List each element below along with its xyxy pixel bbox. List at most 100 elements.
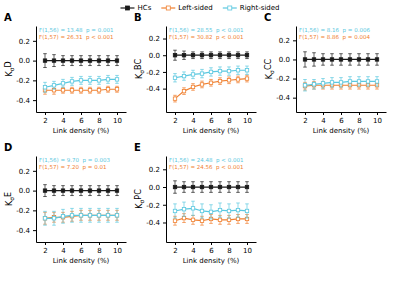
error-bar [43,211,47,225]
x-tick-label: 2 [173,117,177,125]
panel-label: D [4,142,12,153]
error-bar [236,66,240,74]
x-tick: 10 [243,242,252,255]
error-bar [115,75,119,83]
marker [106,88,109,91]
marker [115,214,118,217]
marker [209,54,212,57]
marker [227,209,230,212]
error-bar [321,54,325,65]
marker [106,214,109,217]
label-part: C [264,58,273,64]
error-bar [97,56,101,66]
marker [70,189,73,192]
error-bar [79,208,83,222]
marker [366,58,369,61]
x-axis: 246810 [37,242,127,255]
marker [357,80,360,83]
x-tick: 4 [191,112,196,125]
x-tick-label: 4 [61,247,66,255]
figure: 246810-0.4-0.20.00.2ALink density (%)KσD… [0,0,400,291]
error-bar [200,182,204,193]
legend-marker [125,6,129,10]
error-bar [366,54,370,65]
series [303,52,379,67]
y-tick: -0.2 [16,207,36,215]
marker [106,78,109,81]
marker [375,58,378,61]
marker [79,214,82,217]
x-tick: 4 [321,112,326,125]
marker [61,89,64,92]
marker [173,219,176,222]
error-bar [173,95,177,102]
x-tick: 8 [227,242,231,255]
error-bar [191,182,195,193]
y-tick-mark [163,89,166,90]
error-bar [191,84,195,91]
y-axis: -0.4-0.20.00.2 [16,157,36,243]
x-tick: 2 [43,112,47,125]
marker [218,208,221,211]
marker [236,78,239,81]
annotation: F(1,56) = 24.48 p < 0.001 [169,157,243,164]
error-bar [218,78,222,85]
annotation: F(1,57) = 26.31 p < 0.001 [39,34,113,41]
error-bar [97,76,101,84]
marker [245,209,248,212]
y-tick: 0.0 [19,57,36,65]
x-tick: 10 [113,242,122,255]
x-tick: 8 [357,112,361,125]
x-tick: 6 [339,112,344,125]
error-bar [236,182,240,193]
error-bar [61,87,65,93]
x-axis-label: Link density (%) [313,127,370,135]
x-tick-label: 2 [43,117,47,125]
x-tick-mark [377,112,378,115]
error-bar [348,54,352,65]
marker [191,73,194,76]
error-bar [97,87,101,93]
panel-label: B [134,12,142,23]
legend-label: Left-sided [178,4,212,12]
x-tick: 6 [79,242,84,255]
error-bar [209,68,213,76]
marker [79,79,82,82]
y-tick-mark [293,40,296,41]
y-axis-label: KσD [4,61,14,76]
x-tick-label: 2 [303,117,307,125]
marker [245,69,248,72]
y-tick-label: -0.4 [16,97,30,105]
series [303,77,379,91]
y-axis: -0.4-0.20.00.2 [146,157,166,243]
y-tick-label: -0.4 [146,85,160,93]
panel: 246810-0.4-0.20.00.2ELink density (%)KσP… [134,142,257,265]
marker [43,59,46,62]
error-bar [227,182,231,193]
panel: 246810-0.4-0.20.00.2ALink density (%)KσD… [4,12,127,135]
marker [191,207,194,210]
error-bar [88,76,92,84]
y-tick-label: -0.4 [146,219,160,227]
x-tick-label: 6 [79,247,84,255]
x-tick-label: 4 [321,117,326,125]
marker [106,214,109,217]
series [173,181,249,193]
x-tick: 10 [373,112,382,125]
marker [200,185,203,188]
error-bar [182,72,186,80]
y-tick-label: -0.2 [16,77,30,85]
marker [97,59,100,62]
y-tick-label: -0.4 [276,94,290,102]
x-tick: 8 [227,112,231,125]
error-bar [218,52,222,59]
annotation: F(1,56) = 13.48 p = 0.001 [39,27,113,34]
x-tick-label: 8 [97,117,101,125]
y-tick-label: 0.2 [149,35,160,43]
error-bar [375,54,379,65]
marker [330,81,333,84]
error-bar [79,56,83,66]
marker [173,76,176,79]
error-bar [43,54,47,68]
y-axis-line [166,27,167,113]
